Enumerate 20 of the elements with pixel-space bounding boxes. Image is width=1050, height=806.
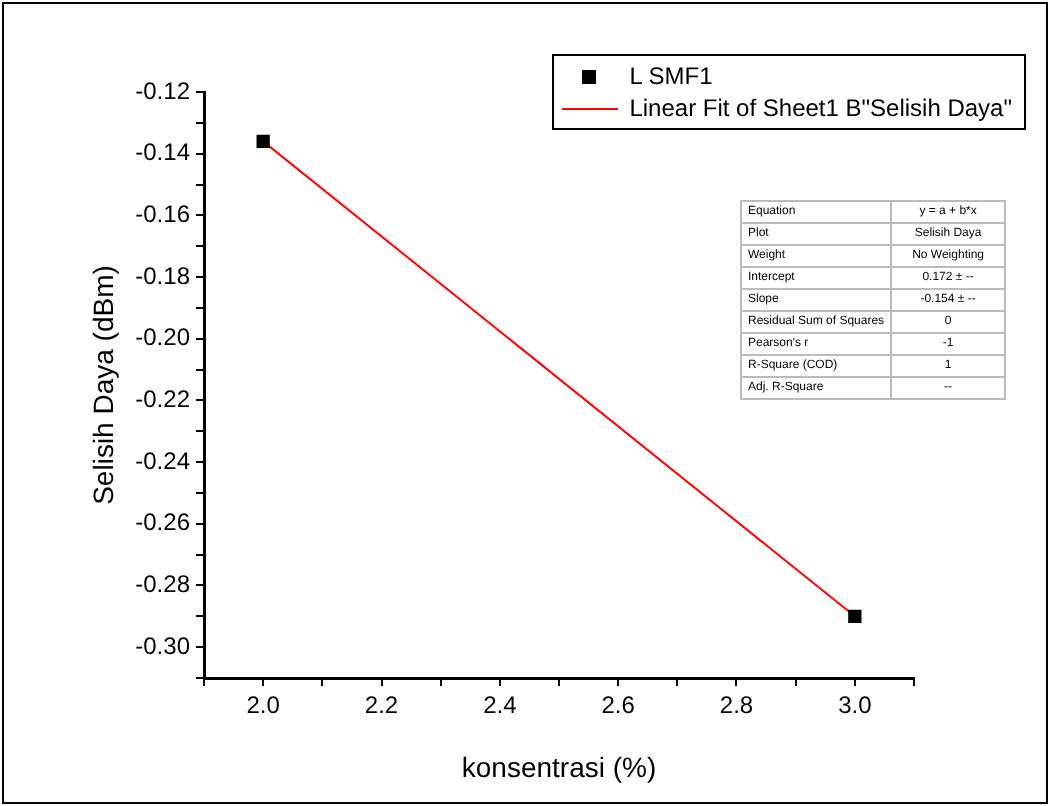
y-tick-label: -0.28 <box>135 570 191 599</box>
y-tick-label: -0.14 <box>135 138 191 167</box>
x-tick-label: 2.8 <box>719 691 754 720</box>
y-tick-label: -0.24 <box>135 446 191 475</box>
y-tick-label: -0.30 <box>135 631 191 660</box>
x-tick-label: 3.0 <box>838 691 873 720</box>
legend-label: Linear Fit of Sheet1 B"Selisih Daya" <box>629 92 1012 124</box>
y-axis-title: Selisih Daya (dBm) <box>86 265 119 505</box>
y-tick-label: -0.20 <box>135 323 191 352</box>
y-tick-label: -0.26 <box>135 508 191 537</box>
x-tick-label: 2.6 <box>601 691 636 720</box>
x-tick-label: 2.4 <box>483 691 518 720</box>
y-tick-label: -0.22 <box>135 385 191 414</box>
x-axis-title: konsentrasi (%) <box>461 750 657 783</box>
legend-label: L SMF1 <box>629 60 713 92</box>
y-tick-label: -0.18 <box>135 261 191 290</box>
y-tick-label: -0.12 <box>135 76 191 105</box>
x-tick-label: 2.2 <box>364 691 399 720</box>
x-tick-label: 2.0 <box>246 691 281 720</box>
y-tick-label: -0.16 <box>135 199 191 228</box>
